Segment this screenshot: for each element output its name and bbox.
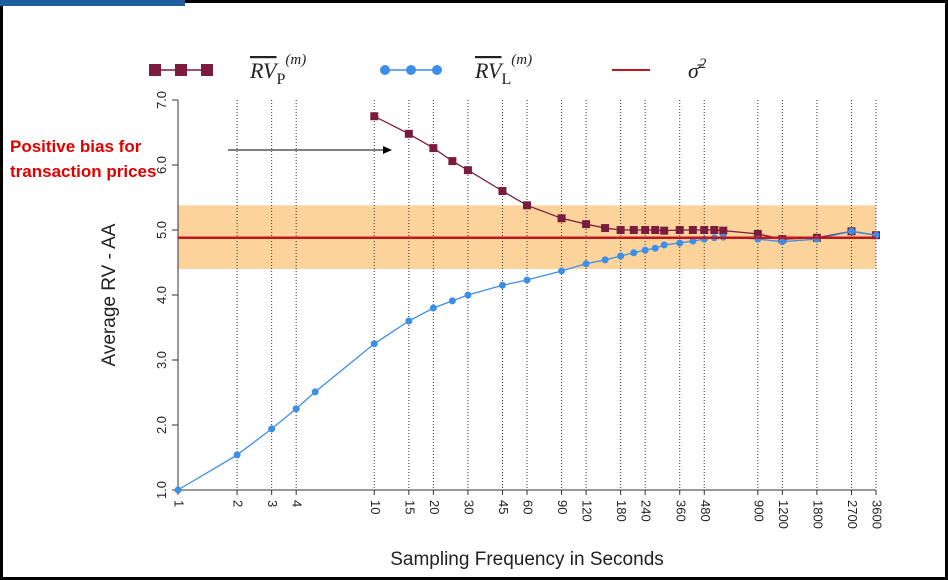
data-point	[710, 226, 719, 234]
x-tick-label: 3	[265, 500, 280, 507]
data-point	[641, 226, 650, 234]
data-point	[700, 226, 709, 234]
legend-swatch	[406, 65, 416, 75]
data-point	[370, 112, 379, 121]
annotation-arrowhead	[383, 146, 392, 154]
x-tick-label: 10	[368, 500, 383, 514]
x-tick-label: 30	[461, 500, 476, 514]
data-point	[268, 425, 276, 433]
data-point	[448, 297, 456, 305]
data-point	[651, 226, 660, 234]
data-point	[464, 291, 472, 299]
legend-swatch	[149, 64, 161, 76]
legend-swatch	[175, 64, 187, 76]
x-tick-label: 90	[555, 500, 570, 514]
legend-swatch	[380, 65, 390, 75]
legend-subscript: P	[276, 71, 285, 88]
data-point	[675, 226, 684, 234]
x-tick-label: 3600	[870, 500, 885, 529]
y-tick-label: 4.0	[154, 286, 169, 304]
y-tick-label: 6.0	[154, 156, 169, 174]
data-point	[448, 157, 457, 166]
data-point	[174, 486, 182, 494]
data-point	[498, 281, 506, 289]
data-point	[463, 166, 472, 175]
x-tick-label: 120	[580, 500, 595, 522]
header-decoration	[0, 0, 185, 6]
annotation: transaction prices	[10, 162, 156, 181]
x-tick-label: 2700	[845, 500, 860, 529]
x-axis-title: Sampling Frequency in Seconds	[390, 549, 664, 570]
data-point	[601, 224, 610, 233]
data-point	[558, 267, 566, 275]
annotation: Positive bias for	[10, 137, 142, 156]
data-point	[630, 249, 638, 257]
x-tick-label: 180	[614, 500, 629, 522]
data-point	[404, 129, 413, 138]
data-point	[616, 226, 625, 234]
data-point	[601, 256, 609, 264]
data-point	[629, 226, 638, 234]
x-tick-label: 1800	[810, 500, 825, 529]
y-axis-title: Average RV - AA	[99, 223, 120, 366]
data-point	[582, 220, 591, 229]
legend-swatch	[432, 65, 442, 75]
data-point	[582, 260, 590, 268]
x-tick-label: 15	[402, 500, 417, 514]
x-tick-label: 240	[639, 500, 654, 522]
data-point	[719, 226, 728, 235]
data-point	[429, 144, 438, 153]
x-tick-label: 20	[427, 500, 442, 514]
data-point	[847, 227, 855, 235]
data-point	[498, 187, 507, 195]
x-tick-label: 60	[521, 500, 536, 514]
x-tick-label: 1	[172, 500, 187, 507]
data-point	[660, 226, 669, 235]
data-point	[370, 340, 378, 348]
legend-swatch	[201, 64, 213, 76]
data-point	[651, 244, 659, 252]
legend-superscript: 2	[699, 56, 707, 72]
data-point	[778, 238, 786, 246]
legend-label: σ̄2	[688, 56, 707, 83]
y-tick-label: 2.0	[154, 416, 169, 434]
data-point	[557, 214, 566, 223]
data-point	[523, 201, 531, 210]
x-tick-label: 2	[231, 500, 246, 507]
data-point	[617, 252, 625, 260]
x-tick-label: 360	[673, 500, 688, 522]
legend-subscript: L	[501, 71, 511, 88]
x-tick-label: 1200	[776, 500, 791, 529]
data-point	[523, 276, 531, 284]
data-point	[753, 229, 762, 238]
y-tick-label: 1.0	[154, 481, 169, 499]
data-point	[233, 451, 241, 459]
y-tick-label: 5.0	[154, 221, 169, 239]
legend-name: RV	[474, 58, 504, 83]
data-point	[641, 246, 649, 254]
y-tick-label: 7.0	[154, 91, 169, 109]
y-tick-label: 3.0	[154, 351, 169, 369]
data-point	[405, 317, 413, 325]
legend-label: RVL(m)	[474, 52, 532, 88]
data-point	[676, 239, 684, 247]
legend-name: RV	[249, 58, 279, 83]
x-tick-label: 45	[496, 500, 511, 514]
data-point	[429, 304, 437, 312]
data-point	[660, 241, 668, 249]
x-tick-label: 4	[290, 500, 305, 507]
legend-label: RVP(m)	[249, 52, 306, 88]
legend-superscript: (m)	[285, 52, 306, 68]
legend-superscript: (m)	[511, 52, 532, 68]
data-point	[689, 237, 697, 245]
data-point	[311, 388, 319, 396]
data-point	[292, 405, 300, 413]
data-point	[688, 226, 697, 234]
x-tick-label: 900	[751, 500, 766, 522]
x-tick-label: 480	[698, 500, 713, 522]
